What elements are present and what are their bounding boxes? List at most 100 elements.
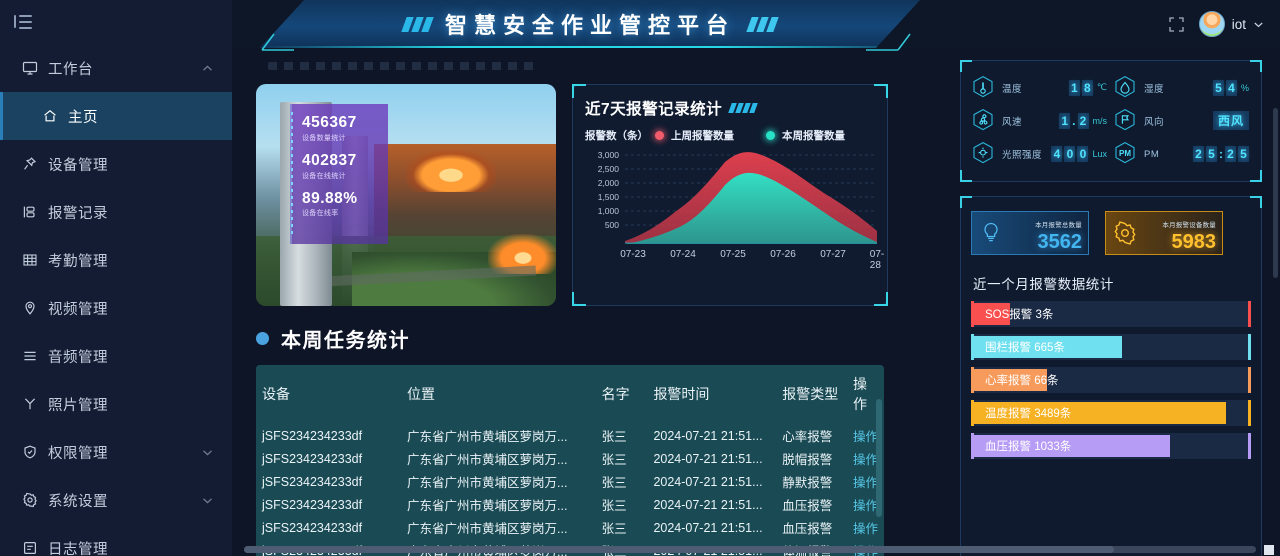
sidebar-item-device-management[interactable]: 设备管理 [0, 140, 232, 188]
row-action-link[interactable]: 操作 [852, 522, 878, 536]
section-title: 本周任务统计 [281, 330, 410, 352]
digit: 4 [1051, 146, 1063, 163]
sidebar-item-workbench[interactable]: 工作台 [0, 44, 232, 92]
svg-text:PM: PM [1119, 149, 1131, 158]
sidebar-item-label: 考勤管理 [48, 253, 108, 270]
user-menu[interactable]: iot [1198, 11, 1264, 37]
chart-legend: 报警数（条） 上周报警数量 本周报警数量 [585, 128, 875, 143]
bar-fill [974, 369, 1047, 391]
overlay-dot-rail [291, 112, 293, 236]
row-action-link[interactable]: 操作 [852, 499, 878, 513]
table-row[interactable]: jSFS234234233df 广东省广州市黄埔区萝岗万... 张三 2024-… [256, 470, 884, 493]
table-vertical-scrollbar[interactable] [876, 399, 882, 517]
main-area: 智慧安全作业管控平台 iot [232, 0, 1280, 556]
stat-block: 89.88% 设备在线率 [302, 190, 388, 219]
page-horizontal-scrollbar[interactable] [244, 546, 1256, 553]
monitor-icon [22, 60, 44, 76]
row-action-link[interactable]: 操作 [852, 430, 878, 444]
chart-title-row: 近7天报警记录统计 [585, 97, 875, 119]
gear-icon [22, 492, 44, 508]
sidebar-item-permission[interactable]: 权限管理 [0, 428, 232, 476]
bar-label: 心率报警 66条 [985, 375, 1059, 387]
gear-icon [1112, 220, 1138, 246]
table-row[interactable]: jSFS234234233df 广东省广州市黄埔区萝岗万... 张三 2024-… [256, 493, 884, 516]
sidebar-item-attendance[interactable]: 考勤管理 [0, 236, 232, 284]
corner-decor-icon [572, 84, 586, 98]
alarm-trend-chart-card: 近7天报警记录统计 报警数（条） 上周报警数量 本周报警数量 [572, 84, 888, 306]
alarm-bar-row: SOS报警 3条 [971, 301, 1251, 327]
content-scroll: 456367 设备数量统计 402837 设备在线统计 89.88% 设备在线率 [232, 48, 1280, 556]
table-row[interactable]: jSFS234234233df 广东省广州市黄埔区萝岗万... 张三 2024-… [256, 516, 884, 539]
sensor-wind-direction: 风向 西风 [1111, 104, 1253, 137]
chevron-down-icon [1253, 19, 1264, 30]
sidebar-item-log[interactable]: 日志管理 [0, 524, 232, 556]
cell-name: 张三 [601, 499, 627, 513]
sidebar-item-label: 主页 [68, 109, 98, 126]
cell-type: 脱帽报警 [782, 453, 833, 467]
resize-handle[interactable] [1264, 545, 1274, 555]
digit: 5 [1212, 79, 1224, 96]
row-action-link[interactable]: 操作 [852, 453, 878, 467]
digit: 4 [1225, 79, 1237, 96]
sidebar-item-system-settings[interactable]: 系统设置 [0, 476, 232, 524]
digit: : [1219, 147, 1223, 162]
cell-location: 广东省广州市黄埔区萝岗万... [407, 522, 568, 536]
cell-location: 广东省广州市黄埔区萝岗万... [407, 499, 568, 513]
sensor-illuminance: 光照强度 4 0 0 Lux [969, 138, 1111, 171]
table-row[interactable]: jSFS234234233df 广东省广州市黄埔区萝岗万... 张三 2024-… [256, 447, 884, 470]
page-vertical-scrollbar[interactable] [1273, 108, 1278, 278]
sensor-pm: PM PM 2 5 : 2 5 [1111, 138, 1253, 171]
top-row: 456367 设备数量统计 402837 设备在线统计 89.88% 设备在线率 [256, 84, 916, 306]
cell-location: 广东省广州市黄埔区萝岗万... [407, 453, 568, 467]
sidebar-item-label: 设备管理 [48, 157, 108, 174]
alarm-table: 设备 位置 名字 报警时间 报警类型 操作 jSFS234234233df [256, 365, 884, 556]
sidebar-item-video[interactable]: 视频管理 [0, 284, 232, 332]
cell-time: 2024-07-21 21:51... [653, 451, 763, 466]
sensor-value: 5 4 % [1212, 79, 1249, 96]
cell-name: 张三 [601, 476, 627, 490]
digit: 0 [1064, 146, 1076, 163]
col-name: 名字 [595, 365, 648, 424]
digit: 2 [1225, 146, 1236, 163]
card-label: 本月报警设备数量 [1162, 221, 1216, 229]
legend-label-last-week: 上周报警数量 [671, 130, 734, 142]
user-name: iot [1231, 16, 1246, 32]
bulb-icon [978, 220, 1004, 246]
table-row[interactable]: jSFS234234233df 广东省广州市黄埔区萝岗万... 张三 2024-… [256, 424, 884, 447]
bar-fill [974, 303, 1011, 325]
grid-icon [22, 252, 44, 268]
fullscreen-icon[interactable] [1168, 16, 1185, 33]
card-monthly-alarm-devices[interactable]: 本月报警设备数量 5983 [1105, 211, 1223, 255]
legend-label-this-week: 本周报警数量 [782, 130, 845, 142]
title-slash-right-icon [746, 16, 779, 32]
card-value: 5983 [1171, 230, 1217, 253]
bar-cap-right [1248, 367, 1251, 393]
cell-type: 静默报警 [782, 476, 833, 490]
chevron-down-icon [201, 446, 214, 459]
sidebar-item-audio[interactable]: 音频管理 [0, 332, 232, 380]
menu-collapse-icon[interactable] [14, 14, 32, 30]
card-monthly-alarm-total[interactable]: 本月报警总数量 3562 [971, 211, 1089, 255]
digit: 2 [1193, 146, 1204, 163]
alarm-bar-row: 血压报警 1033条 [971, 433, 1251, 459]
x-axis-tick: 07-23 [620, 249, 646, 260]
row-action-link[interactable]: 操作 [852, 476, 878, 490]
sidebar-item-label: 照片管理 [48, 397, 108, 414]
col-type: 报警类型 [776, 365, 847, 424]
chart-title: 近7天报警记录统计 [585, 101, 723, 118]
sidebar-item-home[interactable]: 主页 [0, 92, 232, 140]
bar-cap-right [1248, 301, 1251, 327]
monthly-alarm-panel: 本月报警总数量 3562 [960, 196, 1262, 556]
sidebar-item-photo[interactable]: 照片管理 [0, 380, 232, 428]
bar-cap-left [971, 433, 974, 459]
x-axis-tick: 07-24 [670, 249, 696, 260]
digit: 5 [1238, 146, 1249, 163]
cell-time: 2024-07-21 21:51... [653, 497, 763, 512]
avatar [1198, 11, 1225, 37]
header-banner [260, 0, 920, 48]
sidebar-item-alarm-records[interactable]: 报警记录 [0, 188, 232, 236]
cell-device: jSFS234234233df [262, 520, 363, 535]
fan-icon [969, 107, 997, 135]
alarm-bar-row: 心率报警 66条 [971, 367, 1251, 393]
sensor-label: PM [1144, 148, 1160, 160]
